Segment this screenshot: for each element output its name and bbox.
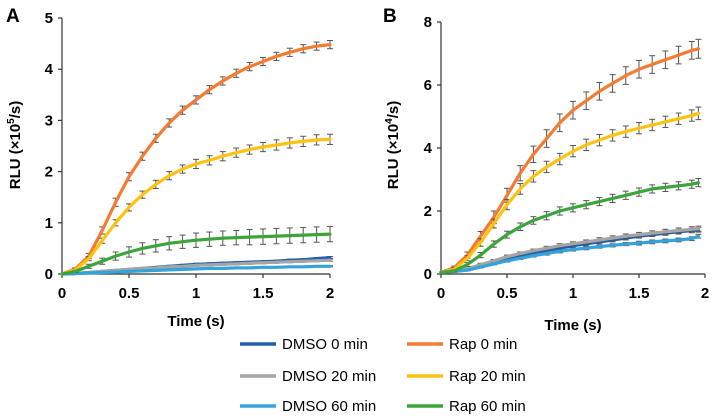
- panel-b-y-tick-label: 2: [424, 203, 432, 220]
- legend-label: DMSO 20 min: [282, 368, 376, 385]
- panel-b-y-axis-title-exp: 4: [384, 118, 395, 124]
- panel-b-series-rap-0-min: [439, 38, 702, 274]
- legend-item-rap-60-min: Rap 60 min: [407, 398, 526, 415]
- panel-a-y-axis-title-mult: ×10: [7, 124, 24, 149]
- panel-a-x-tick-label: 2: [326, 285, 334, 302]
- panel-b-y-axis-title-mult: ×10: [385, 124, 402, 149]
- panel-a-y-axis-title-suffix: /s): [7, 101, 24, 119]
- panel-a-series-dmso-60-min: [60, 264, 333, 276]
- panel-b-x-tick-label: 1: [569, 285, 577, 302]
- panel-b-plot: 0 2 4 6 8 0 0.5 1 1.5 2: [424, 14, 710, 302]
- panel-a-y-tick-label: 4: [45, 61, 54, 78]
- panel-b-y-tick-label: 4: [424, 140, 433, 157]
- panel-b-y-axis-title-prefix: RLU (: [385, 149, 402, 189]
- panel-a-y-axis-title: RLU (×105/s): [6, 101, 24, 190]
- panel-a-series-rap-0-min: [60, 40, 333, 276]
- panel-b-line-dmso-60-min: [439, 234, 701, 274]
- panel-a-x-axis-title: Time (s): [167, 313, 224, 330]
- legend-item-dmso-0-min: DMSO 0 min: [240, 336, 368, 353]
- panel-b-y-tick-label: 6: [424, 77, 432, 94]
- legend-item-rap-20-min: Rap 20 min: [407, 368, 526, 385]
- panel-a-label: A: [6, 6, 20, 27]
- panel-b-line-rap-60-min: [439, 181, 701, 274]
- panel-a-y-tick-label: 3: [45, 112, 53, 129]
- panel-a-line-rap-60-min: [60, 232, 332, 276]
- panel-a-line-rap-20-min: [60, 137, 332, 276]
- panel-a-x-tick-label: 1.5: [253, 285, 274, 302]
- panel-b-x-tick-label: 1.5: [629, 285, 650, 302]
- panel-a-y-tick-label: 0: [45, 266, 53, 283]
- legend-item-rap-0-min: Rap 0 min: [407, 336, 517, 353]
- panel-a-y-tick-label: 1: [45, 215, 53, 232]
- panel-b-x-tick-label: 2: [701, 285, 709, 302]
- legend: DMSO 0 min Rap 0 min DMSO 20 min Rap 20 min…: [240, 336, 526, 415]
- panel-b-x-axis-title: Time (s): [544, 317, 601, 334]
- panel-a-x-tick-label: 0: [58, 285, 66, 302]
- panel-a-x-tick-label: 0.5: [119, 285, 140, 302]
- legend-label: Rap 20 min: [449, 368, 526, 385]
- panel-b-x-tick-label: 0.5: [497, 285, 518, 302]
- panel-b-line-dmso-20-min: [439, 227, 701, 274]
- legend-label: Rap 60 min: [449, 398, 526, 415]
- panel-b-x-tick-label: 0: [437, 285, 445, 302]
- panel-a-y-tick-label: 2: [45, 164, 53, 181]
- legend-label: DMSO 60 min: [282, 398, 376, 415]
- panel-a-line-rap-0-min: [60, 42, 332, 276]
- panel-b-y-axis-title: RLU (×104/s): [384, 101, 402, 190]
- panel-a-series-rap-60-min: [60, 225, 333, 276]
- panel-b-label: B: [383, 6, 397, 27]
- panel-a-y-axis-title-exp: 5: [6, 118, 17, 124]
- panel-a-y-tick-label: 5: [45, 10, 53, 27]
- legend-label: Rap 0 min: [449, 336, 517, 353]
- legend-item-dmso-60-min: DMSO 60 min: [240, 398, 376, 415]
- panel-a-plot: 0 1 2 3 4 5 0 0.5 1 1.5 2: [45, 10, 335, 302]
- legend-label: DMSO 0 min: [282, 336, 368, 353]
- panel-a-series-rap-20-min: [60, 133, 333, 276]
- panel-b-line-rap-0-min: [439, 47, 701, 274]
- panel-b-y-tick-label: 0: [424, 266, 432, 283]
- legend-item-dmso-20-min: DMSO 20 min: [240, 368, 376, 385]
- panel-b-series-rap-60-min: [439, 178, 702, 274]
- panel-b-y-tick-label: 8: [424, 14, 432, 31]
- panel-a-x-tick-label: 1: [192, 285, 200, 302]
- panel-b-series-rap-20-min: [439, 106, 702, 274]
- panel-a-y-axis-title-prefix: RLU (: [7, 149, 24, 189]
- panel-a-line-dmso-60-min: [60, 264, 332, 276]
- panel-b-line-rap-20-min: [439, 111, 701, 274]
- panel-b-series-dmso-60-min: [439, 233, 702, 274]
- panel-b-series-dmso-20-min: [439, 225, 702, 274]
- panel-b-y-axis-title-suffix: /s): [385, 101, 402, 119]
